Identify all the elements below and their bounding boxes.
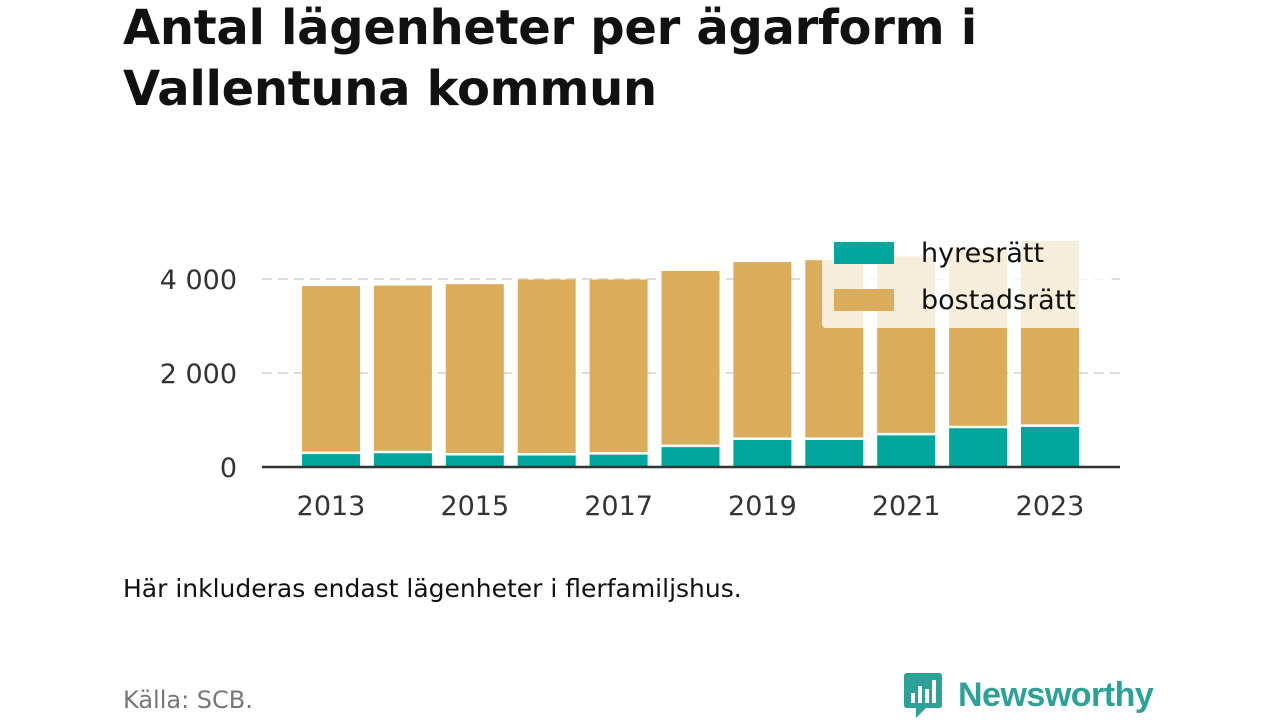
legend: hyresrätt bostadsrätt [822, 232, 1112, 328]
bar-hyresratt [302, 452, 360, 467]
x-tick-label: 2017 [584, 491, 653, 522]
bar-hyresratt [517, 454, 576, 467]
y-tick-label: 2 000 [160, 359, 237, 390]
newsworthy-logo-icon [904, 673, 942, 718]
bar-bostadsratt [445, 284, 504, 455]
bar-hyresratt [1021, 425, 1079, 467]
bars [302, 240, 1079, 467]
bar-hyresratt [445, 454, 504, 467]
x-tick-label: 2021 [872, 491, 941, 522]
legend-label: hyresrätt [921, 238, 1044, 269]
bar-bostadsratt [589, 279, 648, 454]
bar-hyresratt [661, 445, 720, 467]
brand-name: Newsworthy [958, 675, 1154, 714]
x-tick-label: 2023 [1016, 491, 1085, 522]
legend-swatch [834, 242, 894, 264]
y-tick-label: 0 [220, 453, 237, 484]
legend-label: bostadsrätt [921, 285, 1076, 316]
bar-bostadsratt [517, 279, 576, 455]
x-tick-label: 2015 [440, 491, 509, 522]
chart-note: Här inkluderas endast lägenheter i flerf… [123, 574, 742, 603]
bar-bostadsratt [373, 285, 432, 452]
bar-bostadsratt [661, 271, 720, 446]
bar-hyresratt [949, 427, 1008, 467]
bar-hyresratt [805, 438, 864, 467]
y-tick-label: 4 000 [160, 265, 237, 296]
x-tick-label: 2019 [728, 491, 797, 522]
bar-bostadsratt [302, 286, 360, 453]
brand-logo[interactable]: Newsworthy [902, 671, 1154, 719]
chart-title: Antal lägenheter per ägarform i Vallentu… [123, 0, 977, 117]
legend-background [822, 232, 1112, 328]
bar-hyresratt [589, 453, 648, 467]
bar-bostadsratt [733, 262, 792, 439]
bar-hyresratt [733, 438, 792, 467]
bar-hyresratt [373, 451, 432, 467]
legend-swatch [834, 289, 894, 311]
axes: 0 2 000 4 000 2013 2015 2017 2019 2021 2023 [160, 265, 1120, 522]
bar-hyresratt [877, 434, 936, 467]
source-text: Källa: SCB. [123, 686, 253, 714]
x-tick-label: 2013 [297, 491, 366, 522]
